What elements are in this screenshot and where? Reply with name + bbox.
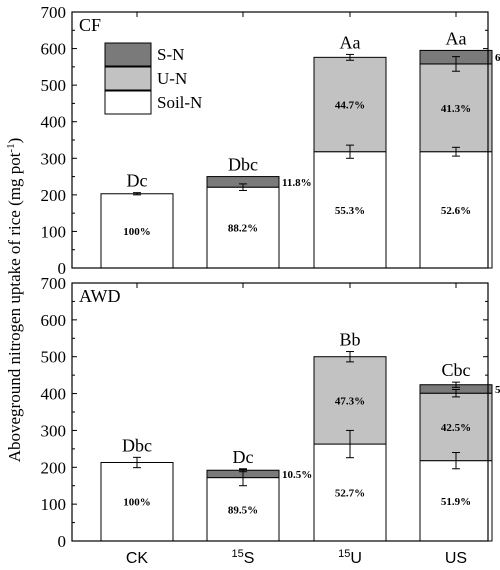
percent-label: 52.6% <box>441 205 471 217</box>
bar-u-n <box>313 56 387 153</box>
significance-label: Dbc <box>122 435 152 455</box>
bar-soil-n <box>313 151 387 269</box>
y-tick-label: 400 <box>41 385 67 404</box>
significance-label: Dbc <box>228 155 258 175</box>
y-tick-label: 600 <box>41 40 67 59</box>
percent-label: 11.8% <box>282 177 312 189</box>
x-tick-label-main: S <box>244 550 255 567</box>
x-tick-label: 15U <box>338 548 362 567</box>
bar-soil-n <box>100 193 174 269</box>
y-tick-label: 600 <box>41 311 67 330</box>
legend-swatch <box>104 90 152 115</box>
y-tick-label: 300 <box>41 149 67 168</box>
x-tick-label: US <box>445 550 467 567</box>
percent-label: 5.6% <box>495 384 500 396</box>
y-tick-label: 700 <box>41 274 67 293</box>
significance-label: Bb <box>339 330 360 350</box>
plot-frame <box>71 11 489 269</box>
y-tick-label: 300 <box>41 421 67 440</box>
percent-label: 10.5% <box>282 469 312 481</box>
bar-soil-n <box>313 443 387 542</box>
x-tick-label-superscript: 15 <box>338 548 350 560</box>
significance-label: Dc <box>233 447 254 467</box>
x-tick-label: CK <box>126 550 149 567</box>
bar-u-n <box>419 392 493 462</box>
percent-label: 51.9% <box>441 496 471 508</box>
percent-label: 47.3% <box>335 395 365 407</box>
significance-label: Aa <box>340 32 361 52</box>
panel-label: AWD <box>79 286 121 306</box>
y-tick-label: 100 <box>41 495 67 514</box>
y-tick-label: 500 <box>41 76 67 95</box>
significance-label: Aa <box>446 28 467 48</box>
panel-label: CF <box>79 15 101 35</box>
percent-label: 89.5% <box>228 504 258 516</box>
y-tick-label: 400 <box>41 113 67 132</box>
bar-soil-n <box>206 477 280 542</box>
bar-soil-n <box>419 151 493 269</box>
y-tick-label: 0 <box>58 259 67 278</box>
legend-label: U-N <box>157 69 187 88</box>
y-tick-label: 0 <box>58 532 67 551</box>
y-tick-label: 100 <box>41 222 67 241</box>
x-tick-label-main: U <box>350 550 362 567</box>
percent-label: 41.3% <box>441 103 471 115</box>
x-tick-label-superscript: 15 <box>232 548 244 560</box>
significance-label: Dc <box>127 171 148 191</box>
y-axis-title: Aboveground nitrogen uptake of rice (mg … <box>5 138 24 463</box>
legend-label: S-N <box>157 45 184 64</box>
chart-panel-awd: 0 100 200 300 400 500 600 700 100% 89.5% 52.7% 51.9… <box>41 274 500 567</box>
legend-label: Soil-N <box>157 93 202 112</box>
percent-label: 6.1% <box>495 52 500 64</box>
percent-label: 55.3% <box>335 205 365 217</box>
y-tick-label: 700 <box>41 3 67 22</box>
legend-swatch <box>104 66 152 91</box>
percent-label: 88.2% <box>228 223 258 235</box>
y-tick-label: 200 <box>41 186 67 205</box>
percent-label: 44.7% <box>335 100 365 112</box>
percent-label: 100% <box>123 226 151 238</box>
chart-panel-cf: 0 100 200 300 400 500 600 700 100% 88.2% 55.3% 52.6… <box>41 3 500 278</box>
legend-swatch <box>104 42 152 67</box>
x-tick-label: 15S <box>232 548 255 567</box>
percent-label: 52.7% <box>335 488 365 500</box>
bar-soil-n <box>100 461 174 542</box>
significance-label: Cbc <box>442 360 471 380</box>
y-tick-label: 500 <box>41 348 67 367</box>
percent-label: 100% <box>123 497 151 509</box>
plot-frame <box>71 282 489 542</box>
y-tick-label: 200 <box>41 458 67 477</box>
percent-label: 42.5% <box>441 422 471 434</box>
